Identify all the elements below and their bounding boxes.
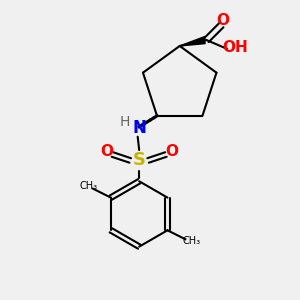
Text: O: O bbox=[216, 13, 229, 28]
Text: N: N bbox=[132, 119, 146, 137]
Polygon shape bbox=[180, 37, 205, 46]
Text: S: S bbox=[133, 152, 146, 169]
Text: O: O bbox=[165, 144, 178, 159]
Text: CH₃: CH₃ bbox=[182, 236, 200, 246]
Text: O: O bbox=[100, 144, 113, 159]
Text: OH: OH bbox=[222, 40, 247, 55]
Text: CH₃: CH₃ bbox=[80, 181, 98, 191]
Text: H: H bbox=[119, 115, 130, 129]
